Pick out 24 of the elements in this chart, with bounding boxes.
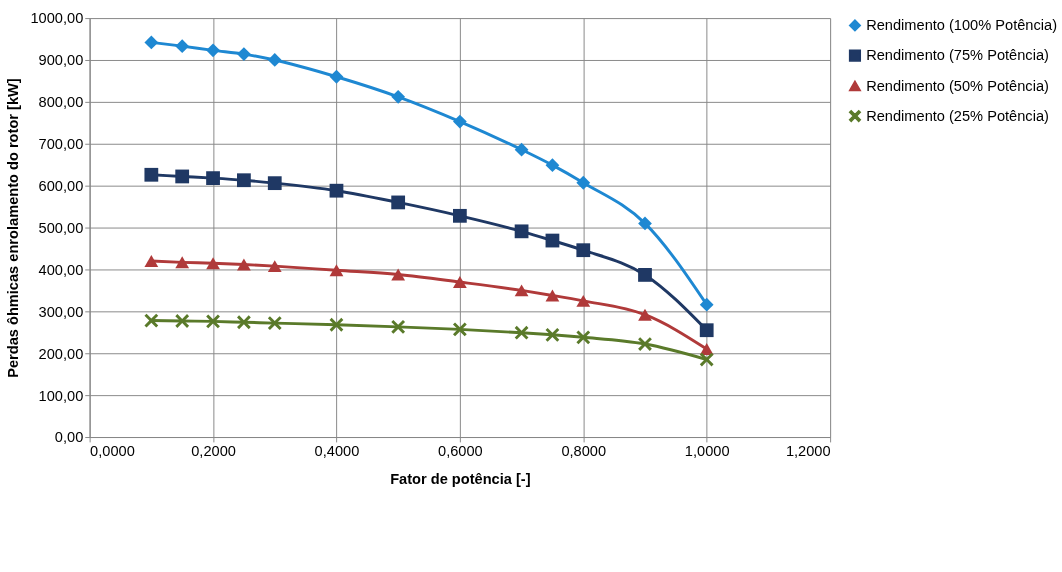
legend-label: Rendimento (75% Potência)	[866, 47, 1049, 64]
y-tick-label: 200,00	[38, 345, 84, 362]
y-tick-label: 900,00	[38, 52, 84, 69]
y-tick-label: 700,00	[38, 136, 84, 153]
x-tick-label: 0,6000	[438, 443, 483, 460]
x-axis-title: Fator de potência [-]	[390, 471, 531, 488]
y-tick-label: 0,00	[54, 429, 84, 446]
legend-label: Rendimento (50% Potência)	[866, 77, 1049, 94]
x-tick-label: 0,2000	[191, 443, 236, 460]
y-axis-title: Perdas ôhmicas enrolamento do rotor [kW]	[4, 78, 21, 378]
x-tick-label: 0,0000	[90, 443, 135, 460]
y-tick-label: 800,00	[38, 94, 84, 111]
legend-label: Rendimento (100% Potência)	[866, 17, 1058, 34]
y-tick-label: 100,00	[38, 387, 84, 404]
y-tick-label: 1000,00	[30, 10, 84, 27]
y-tick-label: 300,00	[38, 303, 84, 320]
x-tick-label: 0,4000	[314, 443, 360, 460]
legend-label: Rendimento (25% Potência)	[866, 107, 1049, 124]
x-tick-label: 1,2000	[785, 443, 831, 460]
y-tick-label: 400,00	[38, 261, 84, 278]
x-tick-label: 1,0000	[684, 443, 730, 460]
x-tick-label: 0,8000	[561, 443, 607, 460]
y-tick-label: 500,00	[38, 219, 84, 236]
y-tick-label: 600,00	[38, 178, 84, 195]
